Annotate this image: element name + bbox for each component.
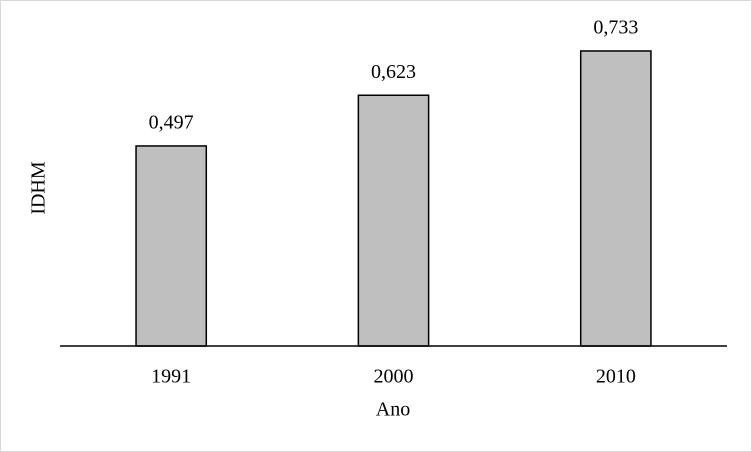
value-label: 0,623 [371, 61, 416, 83]
bar [357, 94, 430, 347]
bar [579, 50, 652, 347]
y-axis-label: IDHM [28, 161, 50, 215]
x-tick-label: 2010 [596, 366, 636, 388]
value-label: 0,733 [593, 17, 638, 39]
x-tick-label: 2000 [374, 366, 414, 388]
x-tick-label: 1991 [151, 366, 191, 388]
x-axis-label: Ano [376, 399, 410, 421]
bar [135, 145, 208, 347]
value-label: 0,497 [149, 112, 194, 134]
